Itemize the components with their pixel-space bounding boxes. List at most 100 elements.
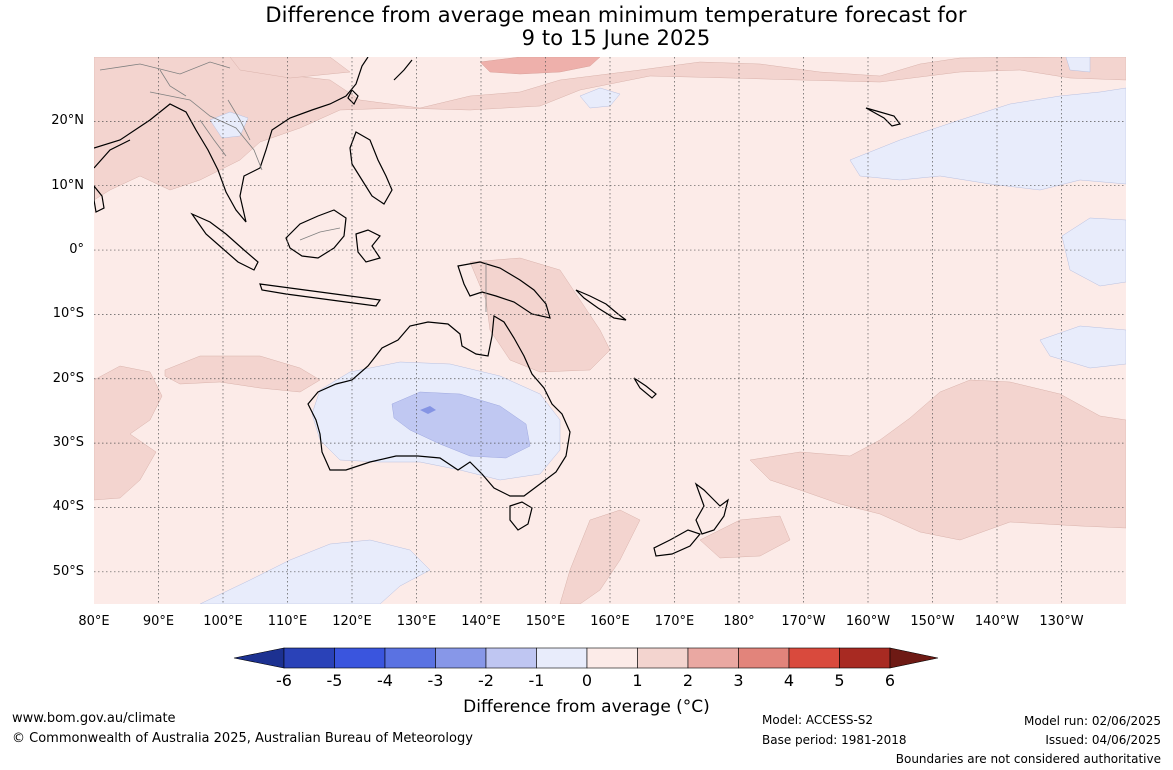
colorbar-segment xyxy=(687,647,739,669)
colorbar-arrow-left xyxy=(233,647,285,669)
sulawesi-coastline xyxy=(355,229,381,263)
copyright-text: © Commonwealth of Australia 2025, Austra… xyxy=(12,731,473,746)
colorbar-segment xyxy=(485,647,537,669)
base-period-text: Base period: 1981-2018 xyxy=(762,733,907,747)
lon-label: 150°W xyxy=(910,614,955,629)
title-line-1: Difference from average mean minimum tem… xyxy=(265,3,967,27)
hawaii-coastline xyxy=(865,107,902,127)
india-coastline xyxy=(94,139,131,169)
cool-region-ne-corner xyxy=(1065,57,1091,73)
lon-label: 100°E xyxy=(203,614,243,629)
colorbar-segment xyxy=(384,647,436,669)
lat-label: 50°S xyxy=(52,563,84,579)
colorbar-canvas xyxy=(233,647,939,669)
colorbar-segment xyxy=(788,647,840,669)
lat-label: 40°S xyxy=(52,499,84,515)
colorbar-segment xyxy=(839,647,891,669)
warm-region-png xyxy=(469,257,611,373)
cool-region-north-pacific xyxy=(849,87,1126,191)
taiwan-coastline xyxy=(347,88,359,106)
lon-label: 130°W xyxy=(1039,614,1084,629)
colorbar-segment xyxy=(435,647,487,669)
colorbar-label: Difference from average (°C) xyxy=(463,697,710,717)
sri-lanka-coastline xyxy=(94,185,105,213)
nz-north-island xyxy=(694,482,729,535)
warm-region-strong xyxy=(479,57,601,75)
colorbar-segment xyxy=(738,647,790,669)
colorbar-segment xyxy=(283,647,335,669)
lon-label: 90°E xyxy=(142,614,175,629)
warm-anomaly-regions xyxy=(94,57,1126,604)
cool-region-east-pacific xyxy=(1061,217,1126,287)
nz-south-island xyxy=(653,529,702,557)
colorbar-tick-label: 0 xyxy=(581,671,593,690)
colorbar-tick-label: -1 xyxy=(528,671,545,690)
lon-label: 170°E xyxy=(654,614,695,629)
gridlines xyxy=(94,57,1126,604)
lon-label: 160°E xyxy=(590,614,630,629)
colorbar-tick-label: -4 xyxy=(377,671,393,690)
lon-label: 80°E xyxy=(78,614,110,629)
title-line-2: 9 to 15 June 2025 xyxy=(521,26,711,50)
japan-coastline xyxy=(393,59,413,81)
lat-label: 20°S xyxy=(52,370,84,386)
model-run-text: Model run: 02/06/2025 xyxy=(1023,714,1161,728)
warm-region-north-pacific xyxy=(229,57,351,79)
cool-region-core xyxy=(420,406,436,414)
lon-label: 140°E xyxy=(461,614,501,629)
issued-text: Issued: 04/06/2025 xyxy=(1045,733,1161,747)
lon-label: 150°E xyxy=(525,614,566,629)
forecast-map: 20°N 10°N 0° 10°S 20°S 30°S 40°S 50°S 80°E 90°E 1… xyxy=(51,57,1126,629)
colorbar-tick-label: 2 xyxy=(682,671,694,690)
warm-region-asia xyxy=(94,57,1126,201)
warm-region-indian xyxy=(164,355,321,393)
colorbar-tick-label: 1 xyxy=(632,671,643,690)
website-link[interactable]: www.bom.gov.au/climate xyxy=(12,711,176,726)
colorbar-tick-label: 6 xyxy=(884,671,896,690)
colorbar-segment xyxy=(536,647,588,669)
lon-label: 180° xyxy=(723,614,755,629)
warm-region-west xyxy=(94,365,163,501)
borneo-coastline xyxy=(285,209,347,259)
lon-label: 110°E xyxy=(267,614,308,629)
chart-title: Difference from average mean minimum tem… xyxy=(0,4,1173,50)
lon-label: 170°W xyxy=(781,614,826,629)
colorbar-segment xyxy=(586,647,638,669)
sumatra-coastline xyxy=(190,212,259,271)
colorbar xyxy=(0,640,1173,700)
model-text: Model: ACCESS-S2 xyxy=(762,713,874,727)
colorbar-segment xyxy=(334,647,386,669)
map-canvas xyxy=(94,57,1126,604)
colorbar-tick-label: 4 xyxy=(783,671,795,690)
java-coastline xyxy=(259,283,382,307)
new-caledonia-coastline xyxy=(633,377,657,399)
colorbar-tick-label: -2 xyxy=(478,671,494,690)
colorbar-arrow-right xyxy=(889,647,939,669)
lat-label: 20°N xyxy=(51,113,84,129)
lat-label: 0° xyxy=(69,242,84,258)
colorbar-tick-label: -5 xyxy=(326,671,343,690)
solomons-coastline xyxy=(575,289,627,321)
lon-label: 140°W xyxy=(974,614,1020,629)
mainland-asia-coastline xyxy=(94,57,369,223)
warm-region-south-pacific xyxy=(749,379,1126,541)
lat-label: 30°S xyxy=(52,435,84,451)
lon-label: 120°E xyxy=(332,614,372,629)
warm-region-tasman xyxy=(559,509,641,604)
colorbar-tick-label: -6 xyxy=(276,671,292,690)
philippines-coastline xyxy=(349,131,393,205)
lat-label: 10°S xyxy=(52,306,84,322)
lat-label: 10°N xyxy=(51,177,84,193)
new-guinea-coastline xyxy=(457,261,551,319)
warm-region-nz-east xyxy=(699,515,791,559)
borneo-border xyxy=(299,227,341,241)
australia-coastline xyxy=(307,314,571,497)
colorbar-tick-label: -3 xyxy=(427,671,444,690)
disclaimer-text: Boundaries are not considered authoritat… xyxy=(895,752,1161,766)
colorbar-segment xyxy=(637,647,689,669)
coastlines xyxy=(94,57,902,557)
lon-label: 160°W xyxy=(845,614,891,629)
colorbar-tick-label: 3 xyxy=(733,671,744,690)
tasmania-coastline xyxy=(509,501,533,531)
lon-label: 130°E xyxy=(396,614,437,629)
